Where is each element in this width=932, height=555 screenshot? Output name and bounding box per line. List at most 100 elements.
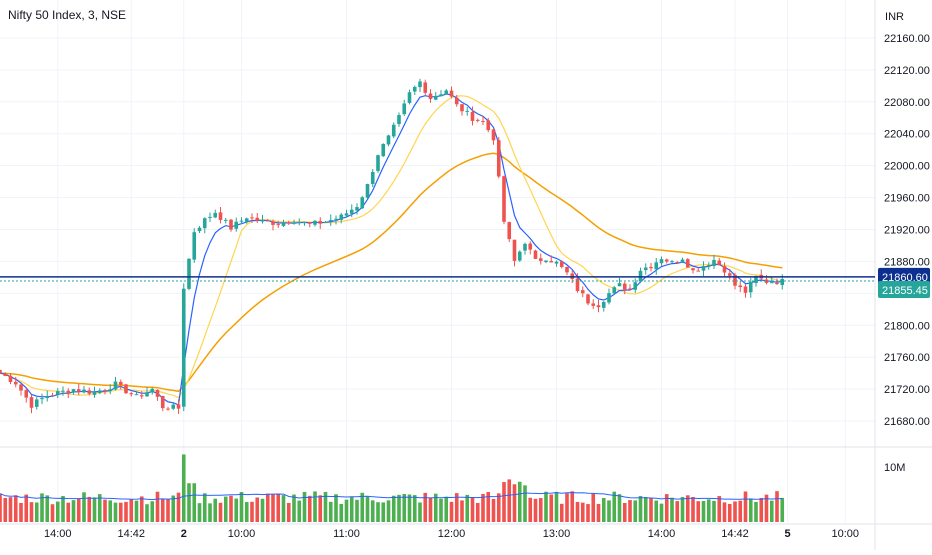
candle-body[interactable] (218, 212, 223, 220)
candle-body[interactable] (680, 259, 685, 263)
candle-body[interactable] (391, 124, 396, 137)
candle-body[interactable] (202, 218, 207, 229)
candle-body[interactable] (507, 222, 512, 240)
candle-body[interactable] (234, 221, 239, 229)
candle-body[interactable] (349, 209, 354, 214)
candle-body[interactable] (40, 398, 44, 400)
candle-body[interactable] (61, 390, 65, 392)
candle-body[interactable] (423, 82, 428, 93)
candle-body[interactable] (780, 278, 785, 285)
candle-body[interactable] (87, 390, 92, 394)
candle-body[interactable] (412, 86, 417, 92)
candle-body[interactable] (685, 259, 690, 268)
candle-body[interactable] (255, 217, 260, 221)
candle-body[interactable] (239, 220, 244, 222)
candle-body[interactable] (339, 214, 344, 220)
candle-body[interactable] (586, 294, 590, 304)
candle-body[interactable] (376, 155, 380, 171)
candle-body[interactable] (76, 389, 81, 392)
candle-body[interactable] (328, 219, 333, 222)
candle-body[interactable] (738, 285, 743, 288)
candle-body[interactable] (34, 399, 39, 407)
candle-body[interactable] (8, 375, 13, 383)
candle-body[interactable] (82, 389, 86, 393)
candle-body[interactable] (323, 221, 328, 223)
candle-body[interactable] (554, 261, 559, 264)
candle-body[interactable] (271, 221, 275, 225)
candle-body[interactable] (580, 290, 585, 294)
candle-body[interactable] (402, 103, 407, 115)
candle-body[interactable] (223, 219, 228, 221)
candle-body[interactable] (670, 261, 674, 263)
candle-body[interactable] (664, 259, 669, 262)
candle-body[interactable] (103, 390, 107, 392)
candle-body[interactable] (433, 96, 438, 100)
candle-body[interactable] (691, 268, 695, 271)
candle-body[interactable] (727, 273, 732, 276)
candle-body[interactable] (460, 104, 464, 112)
candle-body[interactable] (3, 373, 8, 376)
candle-body[interactable] (145, 392, 149, 397)
candle-body[interactable] (722, 266, 727, 273)
candle-body[interactable] (134, 394, 139, 396)
candle-body[interactable] (481, 120, 485, 122)
candle-body[interactable] (381, 143, 386, 157)
candle-body[interactable] (24, 390, 29, 398)
candle-body[interactable] (706, 265, 711, 267)
candle-body[interactable] (559, 261, 564, 267)
candle-body[interactable] (439, 94, 443, 97)
candle-body[interactable] (418, 81, 422, 88)
candle-body[interactable] (397, 115, 401, 124)
candle-body[interactable] (160, 395, 165, 409)
candles[interactable] (0, 78, 785, 414)
candle-body[interactable] (591, 303, 596, 306)
candle-body[interactable] (575, 278, 580, 292)
candle-body[interactable] (549, 260, 554, 263)
candle-body[interactable] (496, 140, 501, 177)
candle-body[interactable] (407, 92, 412, 103)
candle-body[interactable] (675, 262, 680, 264)
candle-body[interactable] (66, 390, 71, 394)
candle-body[interactable] (712, 259, 716, 266)
candle-body[interactable] (596, 305, 601, 308)
candle-body[interactable] (538, 258, 543, 261)
candle-body[interactable] (622, 283, 627, 290)
candle-body[interactable] (633, 282, 638, 290)
candle-body[interactable] (465, 110, 470, 112)
candle-body[interactable] (475, 119, 480, 121)
candle-body[interactable] (297, 222, 302, 224)
candle-body[interactable] (617, 283, 622, 287)
candle-body[interactable] (55, 391, 60, 395)
candle-body[interactable] (628, 288, 632, 290)
candle-body[interactable] (638, 270, 643, 282)
candle-body[interactable] (612, 287, 617, 294)
candle-body[interactable] (470, 111, 475, 121)
candle-body[interactable] (748, 281, 753, 293)
candle-body[interactable] (717, 260, 722, 266)
candle-body[interactable] (139, 395, 144, 397)
candle-body[interactable] (775, 282, 779, 285)
candle-body[interactable] (344, 213, 349, 216)
candle-body[interactable] (428, 93, 433, 99)
candle-body[interactable] (449, 90, 454, 97)
candle-body[interactable] (654, 262, 659, 270)
candle-body[interactable] (71, 389, 76, 393)
candle-body[interactable] (208, 216, 212, 218)
candle-body[interactable] (302, 221, 307, 224)
candle-body[interactable] (313, 220, 317, 225)
candle-body[interactable] (764, 279, 769, 283)
candle-body[interactable] (365, 184, 370, 198)
candle-body[interactable] (355, 207, 359, 211)
candle-body[interactable] (124, 384, 128, 394)
candle-body[interactable] (649, 266, 653, 269)
candle-body[interactable] (701, 266, 706, 271)
candle-body[interactable] (318, 220, 323, 224)
candle-body[interactable] (50, 395, 55, 397)
candle-body[interactable] (0, 370, 2, 374)
candle-body[interactable] (486, 120, 491, 131)
candle-body[interactable] (286, 222, 291, 224)
candle-body[interactable] (192, 232, 197, 260)
candle-body[interactable] (292, 222, 296, 224)
candle-body[interactable] (769, 282, 774, 284)
